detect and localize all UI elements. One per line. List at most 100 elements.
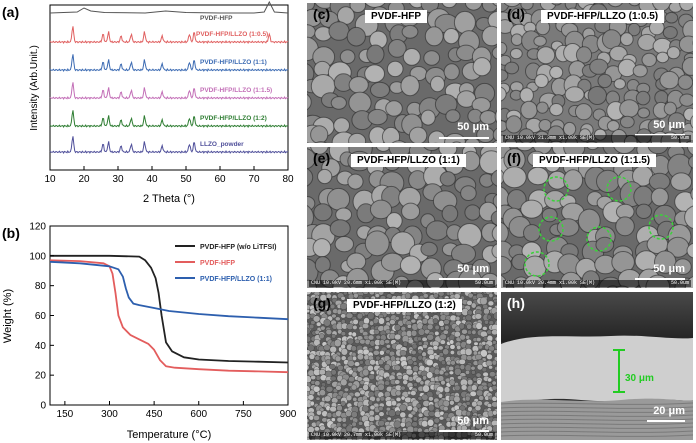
scale-bar-label: 50 μm [457, 121, 489, 133]
xrd-x-tick-label: 80 [282, 174, 294, 185]
sem-info-text: CNU 10.0kV 20.4mm x1.00k SE(M) [505, 280, 596, 286]
sem-panel-c: (c) PVDF-HFP 50 μm [307, 3, 497, 143]
sem-panel-title: PVDF-HFP/LLZO (1:1) [351, 154, 466, 167]
sem-info-bar: CNU 10.0kV 20.7mm x1.00k SE(M) 50.0um [309, 432, 495, 439]
xrd-x-tick-label: 40 [146, 174, 158, 185]
tga-y-tick-label: 40 [35, 341, 47, 352]
sem-panel-label: (g) [313, 295, 331, 311]
highlight-circle [538, 216, 564, 242]
xrd-y-axis-label: Intensity (Arb.Unit.) [29, 45, 40, 131]
xrd-x-tick-label: 20 [78, 174, 90, 185]
sem-info-bar: CNU 10.0kV 20.4mm x1.00k SE(M) 50.0um [503, 280, 691, 287]
tga-x-tick-label: 300 [101, 409, 118, 420]
sem-panel-f: (f) PVDF-HFP/LLZO (1:1.5) 50 μm CNU 10.0… [501, 147, 693, 288]
tga-x-axis-label: Temperature (°C) [127, 429, 211, 441]
sem-panel-e: (e) PVDF-HFP/LLZO (1:1) 50 μm CNU 10.0kV… [307, 147, 497, 288]
sem-info-bar: CNU 10.0kV 20.6mm x1.00k SE(M) 50.0um [309, 280, 495, 287]
tga-x-tick-label: 600 [190, 409, 207, 420]
tga-legend-label: PVDF-HFP/LLZO (1:1) [200, 276, 272, 283]
xrd-series-label: PVDF-HFP/LLZO (1:1.5) [200, 87, 272, 94]
xrd-traces [49, 0, 289, 155]
tga-y-tick-label: 60 [35, 311, 47, 322]
xrd-series-label: LLZO_powder [200, 141, 244, 148]
xrd-series-label: PVDF-HFP/LLZO (1:2) [200, 115, 267, 122]
tga-x-tick-label: 900 [280, 409, 297, 420]
xrd-x-tick-label: 30 [112, 174, 124, 185]
tga-series-line [49, 260, 289, 321]
scale-bar-label: 50 μm [653, 119, 685, 131]
xrd-panel-label: (a) [2, 4, 19, 20]
sem-panel-label: (h) [507, 295, 525, 311]
xrd-x-tick-label: 50 [180, 174, 192, 185]
sem-panel-g: (g) PVDF-HFP/LLZO (1:2) 50 μm CNU 10.0kV… [307, 292, 497, 440]
highlight-circle [543, 176, 569, 202]
xrd-series-line [49, 0, 289, 14]
tga-x-tick-label: 750 [235, 409, 252, 420]
tga-y-tick-label: 80 [35, 281, 47, 292]
xrd-x-tick-label: 60 [214, 174, 226, 185]
sem-panel-title: PVDF-HFP [365, 10, 427, 23]
highlight-circle [606, 176, 632, 202]
sem-texture [307, 3, 497, 143]
tga-y-tick-label: 100 [29, 251, 46, 262]
xrd-x-tick-label: 10 [44, 174, 56, 185]
tga-y-ticks: 0 20 40 60 80 100 120 [29, 222, 54, 412]
xrd-series-line [49, 54, 289, 73]
tga-curves [49, 254, 289, 374]
scale-bar-label: 50 μm [457, 263, 489, 275]
tga-legend: PVDF-HFP (w/o LiTFSI) PVDF-HFP PVDF-HFP/LL… [175, 244, 276, 283]
xrd-x-tick-label: 70 [248, 174, 260, 185]
cross-section-image [501, 292, 693, 440]
sem-panel-label: (f) [507, 150, 521, 166]
highlight-circles [524, 176, 674, 277]
sem-info-bar: CNU 10.0kV 21.3mm x1.00k SE(M) 50.0um [503, 135, 691, 142]
highlight-circle [524, 251, 550, 277]
tga-legend-label: PVDF-HFP (w/o LiTFSI) [200, 244, 276, 251]
sem-info-text: CNU 10.0kV 20.7mm x1.00k SE(M) [311, 432, 402, 438]
sem-info-scale: 50.0um [670, 280, 689, 286]
sem-texture [501, 147, 693, 288]
sem-panel-d: (d) PVDF-HFP/LLZO (1:0.5) 50 μm CNU 10.0… [501, 3, 693, 143]
xrd-series-labels: PVDF-HFP PVDF-HFP/LLZO (1:0.5) PVDF-HFP/LL… [196, 15, 272, 148]
tga-y-tick-label: 120 [29, 222, 46, 233]
tga-panel-label: (b) [2, 225, 20, 241]
tga-legend-label: PVDF-HFP [200, 260, 235, 267]
sem-panel-title: PVDF-HFP/LLZO (1:0.5) [541, 10, 665, 23]
xrd-plot-frame [49, 4, 289, 171]
xrd-series-line [49, 110, 289, 129]
sem-panel-title: PVDF-HFP/LLZO (1:1.5) [533, 154, 657, 167]
sem-panel-h: (h) 30 μm 20 μm [501, 292, 693, 440]
highlight-circle [648, 214, 674, 240]
xrd-x-ticks: 10 20 30 40 50 60 70 80 [44, 166, 294, 185]
scale-bar [439, 278, 489, 280]
xrd-series-label: PVDF-HFP/LLZO (1:0.5) [196, 31, 268, 38]
tga-x-tick-label: 450 [146, 409, 163, 420]
scale-bar [647, 420, 685, 422]
sem-info-text: CNU 10.0kV 20.6mm x1.00k SE(M) [311, 280, 402, 286]
xrd-series-line [49, 136, 289, 155]
sem-info-scale: 50.0um [474, 432, 493, 438]
xrd-series-line [49, 26, 289, 45]
tga-y-axis-label: Weight (%) [2, 289, 14, 343]
sem-panel-label: (d) [507, 6, 525, 22]
thickness-label: 30 μm [625, 373, 654, 384]
sem-panel-label: (c) [313, 6, 331, 22]
xrd-series-line [49, 82, 289, 101]
scale-bar [439, 430, 489, 432]
scale-bar [635, 278, 685, 280]
tga-x-tick-label: 150 [57, 409, 74, 420]
xrd-series-label: PVDF-HFP [200, 15, 233, 22]
tga-panel: (b) PVDF-HFP (w/o LiTFSI)PVDF-HFPPVDF-HF… [2, 222, 297, 442]
tga-y-tick-label: 20 [35, 371, 47, 382]
scale-bar-label: 50 μm [653, 263, 685, 275]
sem-panel-title: PVDF-HFP/LLZO (1:2) [347, 299, 462, 312]
sem-info-scale: 50.0um [670, 135, 689, 141]
scale-bar-label: 20 μm [653, 405, 685, 417]
sem-panel-label: (e) [313, 150, 331, 166]
tga-series-line [50, 254, 289, 364]
xrd-x-axis-label: 2 Theta (°) [143, 193, 195, 205]
sem-texture [307, 292, 497, 440]
xrd-series-label: PVDF-HFP/LLZO (1:1) [200, 59, 267, 66]
tga-y-tick-label: 0 [40, 401, 46, 412]
